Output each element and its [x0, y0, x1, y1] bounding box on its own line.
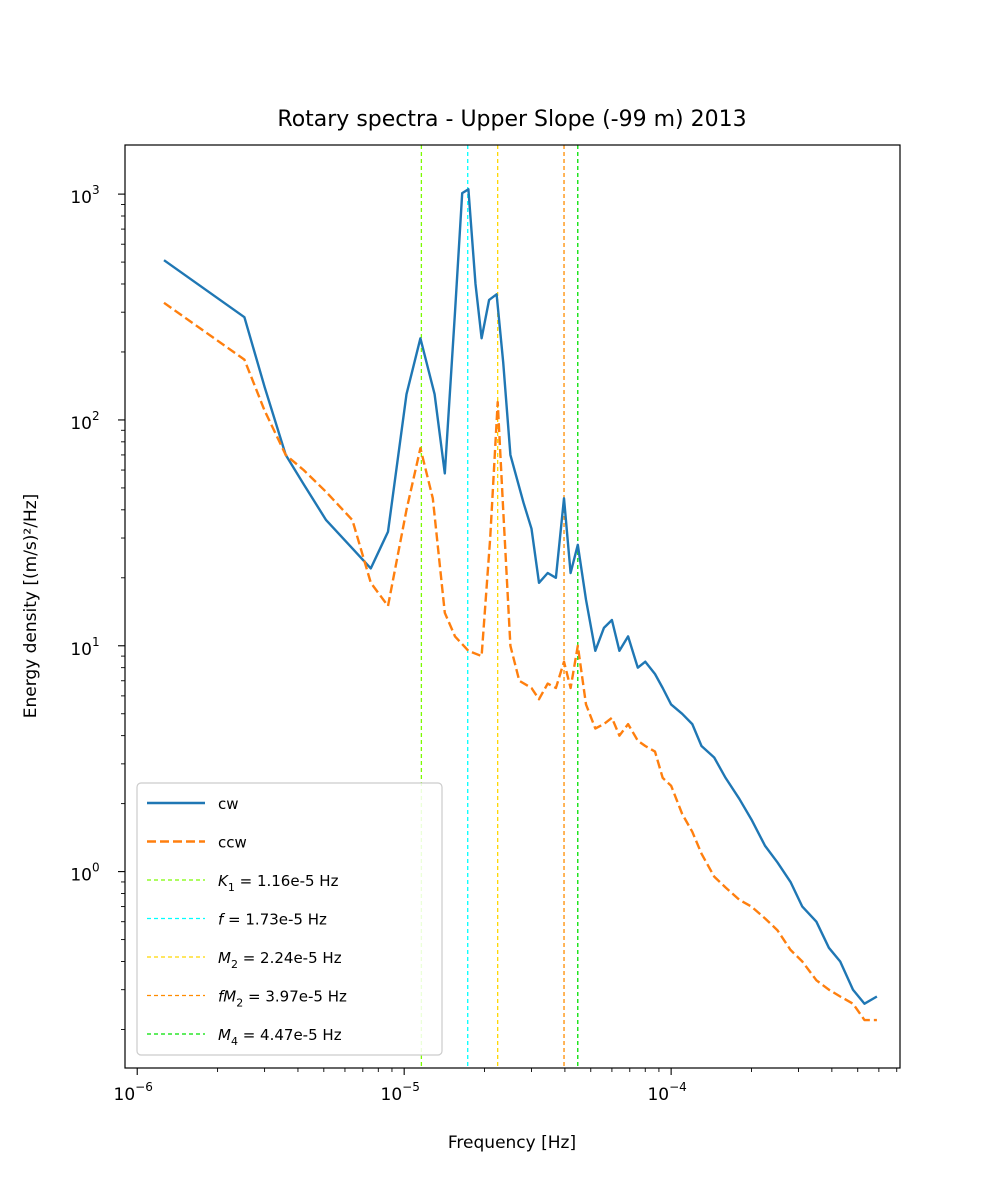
legend-box	[136, 782, 443, 1056]
y-axis-label: Energy density [(m/s)²/Hz]	[21, 494, 41, 719]
series-line-cw	[163, 188, 878, 1005]
x-tick-label-1: 10−5	[381, 1080, 420, 1105]
plot-frame	[124, 144, 901, 1069]
legend: cw ccw K1 = 1.16e-5 Hz f = 1.73e-5 Hz M2 = 2…	[136, 782, 443, 1056]
chart-title: Rotary spectra - Upper Slope (-99 m) 201…	[277, 107, 746, 132]
y-axis: 100 101 102 103	[70, 183, 125, 1030]
y-tick-label-2: 102	[70, 409, 99, 434]
x-tick-label-2: 10−4	[647, 1080, 686, 1105]
legend-label-ref-4: M4 = 4.47e-5 Hz	[218, 1026, 342, 1048]
x-axis: 10−6 10−5 10−4	[114, 1068, 898, 1105]
legend-label-ref-1: f = 1.73e-5 Hz	[218, 911, 327, 929]
x-axis-label: Frequency [Hz]	[448, 1133, 576, 1153]
series-line-ccw	[163, 301, 877, 1022]
y-tick-label-0: 100	[70, 861, 99, 886]
legend-label-cw: cw	[218, 795, 239, 813]
y-tick-label-1: 101	[70, 635, 99, 660]
legend-label-ref-2: M2 = 2.24e-5 Hz	[218, 949, 342, 971]
plot-area	[163, 145, 878, 1068]
y-tick-label-3: 103	[70, 183, 99, 208]
x-tick-label-0: 10−6	[114, 1080, 153, 1105]
legend-label-ref-0: K1 = 1.16e-5 Hz	[218, 872, 339, 894]
legend-label-ref-3: fM2 = 3.97e-5 Hz	[218, 988, 347, 1010]
legend-label-ccw: ccw	[218, 834, 247, 852]
